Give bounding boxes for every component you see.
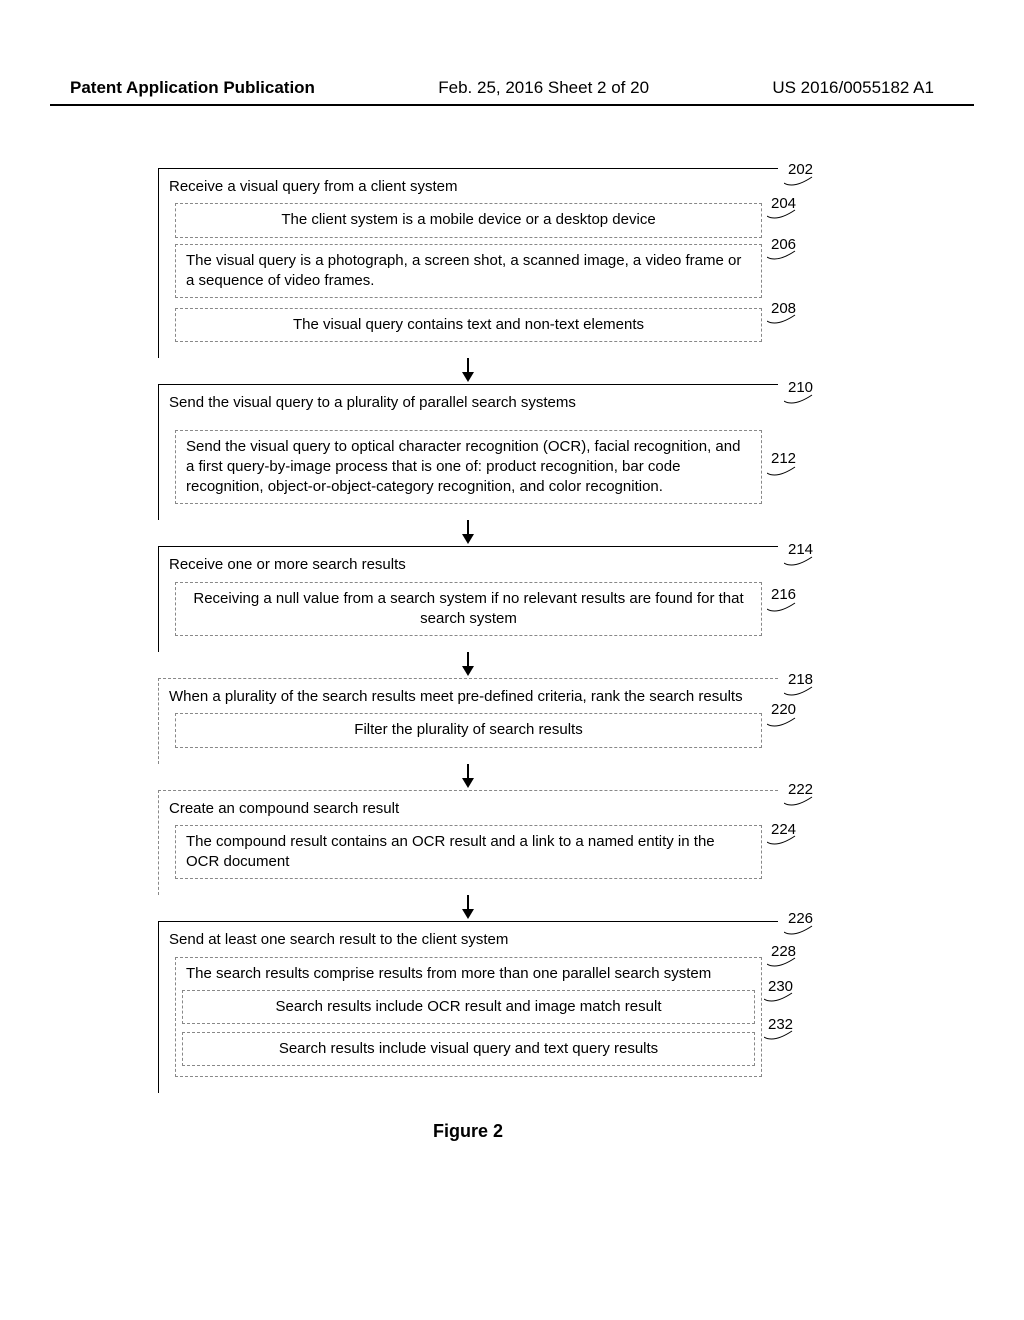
leader-212 [767,465,797,479]
leader-208 [767,313,797,327]
leader-210 [784,393,814,407]
step-222: 222 Create an compound search result 224… [158,790,778,896]
leader-214 [784,555,814,569]
leader-216 [767,601,797,615]
step-204: 204 The client system is a mobile device… [175,203,762,237]
arrow-2 [158,520,778,546]
step-202: 202 Receive a visual query from a client… [158,168,778,358]
step-212: 212 Send the visual query to optical cha… [175,430,762,505]
step-232-text: Search results include visual query and … [279,1040,658,1057]
step-230-text: Search results include OCR result and im… [275,998,661,1015]
leader-220 [767,716,797,730]
step-230: 230 Search results include OCR result an… [182,990,755,1024]
step-224: 224 The compound result contains an OCR … [175,825,762,880]
step-212-text: Send the visual query to optical charact… [186,438,740,496]
step-210-text: Send the visual query to a plurality of … [169,393,768,419]
leader-222 [784,795,814,809]
leader-218 [784,685,814,699]
step-222-text: Create an compound search result [169,799,768,825]
step-232: 232 Search results include visual query … [182,1032,755,1066]
step-214-text: Receive one or more search results [169,555,768,581]
step-226-text: Send at least one search result to the c… [169,930,768,956]
leader-206 [767,249,797,263]
page-header: Patent Application Publication Feb. 25, … [0,78,1024,98]
step-202-text: Receive a visual query from a client sys… [169,177,768,203]
step-228: 228 The search results comprise results … [175,957,762,1078]
step-204-text: The client system is a mobile device or … [281,211,655,228]
leader-232 [764,1029,794,1043]
step-220: 220 Filter the plurality of search resul… [175,713,762,747]
leader-230 [764,991,794,1005]
step-218: 218 When a plurality of the search resul… [158,678,778,764]
leader-202 [784,175,814,189]
arrow-5 [158,895,778,921]
step-210: 210 Send the visual query to a plurality… [158,384,778,520]
step-208-text: The visual query contains text and non-t… [293,316,644,333]
header-right: US 2016/0055182 A1 [772,78,934,98]
leader-204 [767,208,797,222]
step-228-text: The search results comprise results from… [186,965,711,982]
leader-228 [767,956,797,970]
step-206: 206 The visual query is a photograph, a … [175,244,762,299]
figure-caption: Figure 2 [158,1121,778,1142]
step-206-text: The visual query is a photograph, a scre… [186,252,741,289]
step-214: 214 Receive one or more search results 2… [158,546,778,652]
header-rule [50,104,974,106]
step-216-text: Receiving a null value from a search sys… [193,590,743,627]
arrow-4 [158,764,778,790]
step-208: 208 The visual query contains text and n… [175,308,762,342]
step-224-text: The compound result contains an OCR resu… [186,833,715,870]
arrow-1 [158,358,778,384]
step-218-text: When a plurality of the search results m… [169,687,768,713]
flowchart: 202 Receive a visual query from a client… [158,168,778,1142]
arrow-3 [158,652,778,678]
header-left: Patent Application Publication [70,78,315,98]
step-216: 216 Receiving a null value from a search… [175,582,762,637]
step-226: 226 Send at least one search result to t… [158,921,778,1093]
header-mid: Feb. 25, 2016 Sheet 2 of 20 [438,78,649,98]
leader-226 [784,924,814,938]
step-220-text: Filter the plurality of search results [354,721,582,738]
leader-224 [767,834,797,848]
